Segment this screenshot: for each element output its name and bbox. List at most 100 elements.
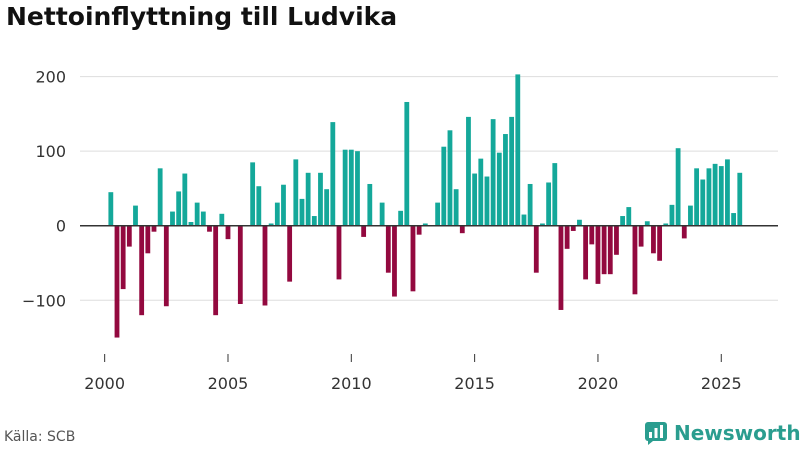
bar-positive[interactable]: [490, 119, 496, 226]
bar-positive[interactable]: [305, 172, 311, 226]
bar-positive[interactable]: [496, 152, 502, 226]
bar-negative[interactable]: [114, 225, 120, 338]
bar-positive[interactable]: [737, 172, 743, 226]
bar-negative[interactable]: [601, 225, 607, 275]
bar-negative[interactable]: [632, 225, 638, 295]
bar-positive[interactable]: [577, 219, 582, 226]
bar-negative[interactable]: [126, 225, 132, 247]
bar-negative[interactable]: [237, 225, 243, 304]
bar-positive[interactable]: [441, 146, 447, 226]
bar-negative[interactable]: [681, 225, 687, 239]
bar-positive[interactable]: [256, 186, 262, 226]
bar-negative[interactable]: [583, 225, 589, 280]
bar-positive[interactable]: [404, 101, 410, 226]
bar-positive[interactable]: [274, 202, 280, 226]
bar-positive[interactable]: [626, 207, 632, 226]
bar-negative[interactable]: [207, 225, 212, 232]
bar-positive[interactable]: [688, 205, 693, 226]
bar-positive[interactable]: [182, 173, 188, 226]
bar-negative[interactable]: [607, 225, 613, 275]
bar-positive[interactable]: [466, 116, 471, 226]
bar-positive[interactable]: [700, 179, 706, 226]
bar-negative[interactable]: [589, 225, 595, 245]
bar-positive[interactable]: [157, 168, 163, 226]
bar-negative[interactable]: [638, 225, 644, 247]
bar-negative[interactable]: [336, 225, 342, 280]
brand-logo[interactable]: Newsworthy: [644, 421, 800, 445]
bar-positive[interactable]: [484, 176, 490, 226]
bar-negative[interactable]: [392, 225, 397, 297]
bar-positive[interactable]: [546, 182, 552, 226]
bar-negative[interactable]: [533, 225, 539, 273]
bar-positive[interactable]: [663, 223, 669, 226]
bar-positive[interactable]: [348, 149, 354, 226]
bar-positive[interactable]: [281, 184, 286, 226]
bar-positive[interactable]: [712, 163, 718, 226]
bar-positive[interactable]: [324, 189, 330, 226]
bar-positive[interactable]: [725, 159, 730, 226]
bar-positive[interactable]: [706, 168, 712, 226]
bar-positive[interactable]: [311, 216, 317, 226]
bar-positive[interactable]: [250, 162, 256, 226]
bar-positive[interactable]: [188, 222, 194, 226]
bar-negative[interactable]: [163, 225, 169, 307]
bar-positive[interactable]: [503, 134, 508, 226]
bar-positive[interactable]: [527, 183, 533, 226]
bar-positive[interactable]: [435, 202, 441, 226]
bar-positive[interactable]: [644, 221, 650, 226]
bar-positive[interactable]: [669, 204, 675, 226]
bar-negative[interactable]: [564, 225, 570, 249]
bar-positive[interactable]: [176, 191, 182, 226]
bar-positive[interactable]: [342, 149, 348, 226]
bar-positive[interactable]: [694, 168, 700, 226]
bar-negative[interactable]: [225, 225, 231, 240]
bar-negative[interactable]: [213, 225, 219, 316]
bar-positive[interactable]: [453, 189, 459, 226]
bar-positive[interactable]: [552, 163, 558, 226]
bar-positive[interactable]: [675, 148, 681, 226]
bar-positive[interactable]: [108, 192, 114, 226]
bar-negative[interactable]: [416, 225, 422, 235]
bar-negative[interactable]: [361, 225, 367, 237]
bar-negative[interactable]: [385, 225, 391, 273]
bar-positive[interactable]: [521, 214, 527, 226]
bar-negative[interactable]: [145, 225, 151, 254]
bar-positive[interactable]: [515, 74, 521, 226]
bar-positive[interactable]: [731, 213, 737, 226]
bar-positive[interactable]: [194, 202, 200, 226]
bar-negative[interactable]: [410, 225, 416, 292]
bar-positive[interactable]: [422, 223, 428, 226]
bar-positive[interactable]: [367, 183, 373, 226]
bar-positive[interactable]: [379, 202, 385, 226]
bar-positive[interactable]: [293, 159, 299, 226]
bar-negative[interactable]: [120, 225, 126, 290]
bar-negative[interactable]: [151, 225, 157, 232]
bar-positive[interactable]: [268, 223, 274, 226]
bar-positive[interactable]: [478, 158, 484, 226]
bar-positive[interactable]: [318, 172, 323, 226]
bar-negative[interactable]: [459, 225, 465, 234]
bar-positive[interactable]: [620, 216, 626, 226]
bar-positive[interactable]: [330, 122, 336, 226]
bar-positive[interactable]: [219, 213, 225, 226]
bar-positive[interactable]: [447, 130, 453, 226]
bar-positive[interactable]: [133, 205, 138, 226]
bar-positive[interactable]: [355, 151, 360, 226]
bar-positive[interactable]: [718, 166, 724, 226]
bar-negative[interactable]: [651, 225, 656, 254]
bar-positive[interactable]: [170, 211, 175, 226]
bar-negative[interactable]: [595, 225, 601, 284]
bar-positive[interactable]: [509, 116, 515, 226]
bar-positive[interactable]: [540, 223, 545, 226]
bar-negative[interactable]: [570, 225, 576, 231]
bar-negative[interactable]: [287, 225, 293, 282]
bar-positive[interactable]: [299, 198, 305, 226]
bar-positive[interactable]: [200, 211, 206, 226]
bar-positive[interactable]: [398, 210, 404, 226]
bar-negative[interactable]: [139, 225, 145, 316]
bar-negative[interactable]: [657, 225, 663, 261]
bar-negative[interactable]: [262, 225, 268, 306]
bar-positive[interactable]: [472, 173, 478, 226]
bar-negative[interactable]: [614, 225, 619, 255]
bar-negative[interactable]: [558, 225, 564, 310]
